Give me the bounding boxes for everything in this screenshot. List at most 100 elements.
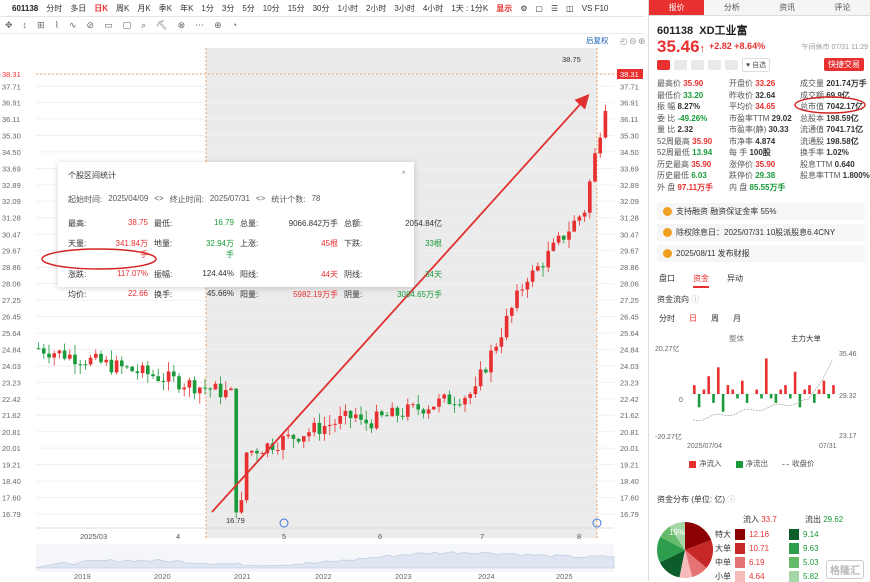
tab-2[interactable]: 资讯	[779, 3, 796, 12]
gear-icon[interactable]: ⚙	[520, 3, 528, 13]
period-2[interactable]: 日K	[94, 3, 109, 13]
tool-icon[interactable]: ↕	[22, 20, 28, 30]
period-0[interactable]: 分时	[46, 3, 63, 13]
tool-icon[interactable]: ⊞	[37, 19, 45, 30]
outflow-value: 5.82	[803, 571, 819, 581]
stat-label: 天量:	[68, 239, 87, 248]
tool-icon[interactable]: ⋯	[195, 19, 205, 30]
period-9[interactable]: 5分	[242, 3, 255, 13]
period-3[interactable]: 周K	[116, 3, 130, 13]
tool-icon[interactable]: ▢	[122, 19, 132, 30]
event-marker-icon[interactable]	[279, 518, 289, 528]
flow-bar	[760, 394, 763, 399]
adjust-label[interactable]: 后复权	[586, 35, 609, 45]
period-6[interactable]: 年K	[180, 3, 194, 13]
tool-icon[interactable]: ⊗	[177, 19, 186, 30]
tool-icon[interactable]: ◔	[231, 20, 238, 30]
grid-icon[interactable]	[691, 60, 704, 70]
tab-1[interactable]: 分析	[723, 3, 740, 12]
code-icon[interactable]: <>	[154, 194, 164, 203]
tool-icon[interactable]: ⛏	[156, 19, 168, 30]
share-icon[interactable]	[725, 60, 738, 70]
chart-icon[interactable]	[674, 60, 687, 70]
flow-overall[interactable]: 整体	[729, 334, 744, 343]
flow-main[interactable]: 主力大单	[791, 334, 821, 343]
period-14[interactable]: 2小时	[365, 3, 387, 13]
inflow-value: 6.19	[749, 557, 765, 567]
subtab-2[interactable]: 异动	[727, 274, 743, 283]
tool-icon[interactable]: ⌇	[54, 19, 59, 30]
quote-key: 每 手	[729, 148, 748, 158]
tool-icon[interactable]: ⌕	[141, 19, 147, 30]
adjust-select[interactable]: 1天 : 1分K	[451, 3, 489, 13]
clock-icon[interactable]: ◴	[620, 36, 628, 46]
report-info[interactable]: 2025/08/11 发布财报	[657, 245, 865, 262]
tool-icon[interactable]: ∿	[69, 19, 77, 30]
flow-tab-2[interactable]: 周	[711, 314, 719, 323]
legend-close: 收盘价	[782, 458, 815, 469]
flow-tab-1[interactable]: 日	[689, 314, 697, 323]
add-watchlist-button[interactable]: ♥ 自选	[742, 58, 771, 72]
quote-cell: 外 盘 97.11万手	[657, 182, 729, 193]
flag-icon[interactable]	[657, 60, 670, 70]
flow-bar	[793, 371, 797, 394]
stock-code[interactable]: 601138	[12, 3, 39, 13]
end-label: 终止时间:	[169, 195, 204, 204]
tab-0[interactable]: 报价	[649, 0, 705, 15]
stat-label: 地量:	[154, 239, 173, 248]
period-4[interactable]: 月K	[137, 3, 151, 13]
help-icon[interactable]: ⓘ	[727, 495, 736, 504]
display-menu[interactable]: 显示	[496, 3, 513, 13]
camera-icon[interactable]: ◫	[566, 3, 574, 13]
square-icon[interactable]: ▢	[535, 3, 543, 13]
stat-value: 22.66	[127, 289, 148, 298]
period-8[interactable]: 3分	[221, 3, 235, 13]
y-tick-right: 34.50	[620, 148, 639, 157]
tool-icon[interactable]: ✥	[5, 19, 13, 30]
period-11[interactable]: 15分	[287, 3, 305, 13]
period-1[interactable]: 多日	[70, 3, 87, 13]
start-date[interactable]: 2025/04/09	[108, 194, 149, 203]
subtab-1[interactable]: 资金	[693, 273, 709, 288]
y-tick-left: 38.31	[2, 70, 21, 79]
flow-bar	[784, 385, 787, 394]
flow-bar	[745, 394, 749, 403]
period-12[interactable]: 30分	[312, 3, 330, 13]
period-7[interactable]: 1分	[201, 3, 214, 13]
period-15[interactable]: 3小时	[394, 3, 415, 13]
vs-f10-button[interactable]: VS F10	[581, 3, 609, 13]
candle-body	[291, 434, 296, 439]
list-icon[interactable]	[708, 60, 721, 70]
y-tick-right: 28.86	[620, 263, 639, 272]
end-date[interactable]: 2025/07/31	[209, 194, 250, 203]
candlestick-chart[interactable]: 38.31 38.31 37.71 37.71 36.91 36.91 36.11 36.11…	[0, 34, 645, 581]
flow-tab-3[interactable]: 月	[733, 314, 741, 323]
candle-body	[171, 371, 176, 377]
tab-3[interactable]: 评论	[834, 3, 851, 12]
quote-cell: 总市值 7042.17亿	[800, 101, 870, 112]
flow-tab-0[interactable]: 分时	[659, 314, 675, 323]
zoom-icon[interactable]: ⊕	[638, 36, 645, 46]
help-icon[interactable]: ⓘ	[691, 295, 700, 304]
close-icon[interactable]: ×	[401, 168, 406, 177]
subtab-0[interactable]: 盘口	[659, 274, 675, 283]
candle-body	[265, 443, 270, 454]
period-16[interactable]: 4小时	[422, 3, 444, 13]
period-13[interactable]: 1小时	[337, 3, 358, 13]
outflow-value: 9.14	[803, 529, 819, 539]
quick-trade-button[interactable]: 快捷交易	[824, 58, 864, 71]
event-marker-icon[interactable]	[592, 518, 602, 528]
tool-icon[interactable]: ⊕	[214, 19, 222, 30]
x-tick-month: 5	[282, 532, 286, 541]
flow-bar	[803, 389, 806, 394]
period-10[interactable]: 10分	[262, 3, 280, 13]
lines-icon[interactable]: ☰	[550, 3, 559, 13]
candle-body	[437, 398, 441, 407]
tool-icon[interactable]: ⊘	[86, 19, 95, 30]
period-5[interactable]: 季K	[158, 3, 173, 13]
candle-body	[47, 353, 51, 358]
code-icon[interactable]: <>	[255, 194, 266, 203]
tool-icon[interactable]: ▭	[104, 19, 113, 30]
dividend-info[interactable]: 除权除息日：2025/07/31 10股派股息6.4CNY	[657, 224, 865, 241]
zoom-icon[interactable]: ⊖	[629, 36, 637, 46]
